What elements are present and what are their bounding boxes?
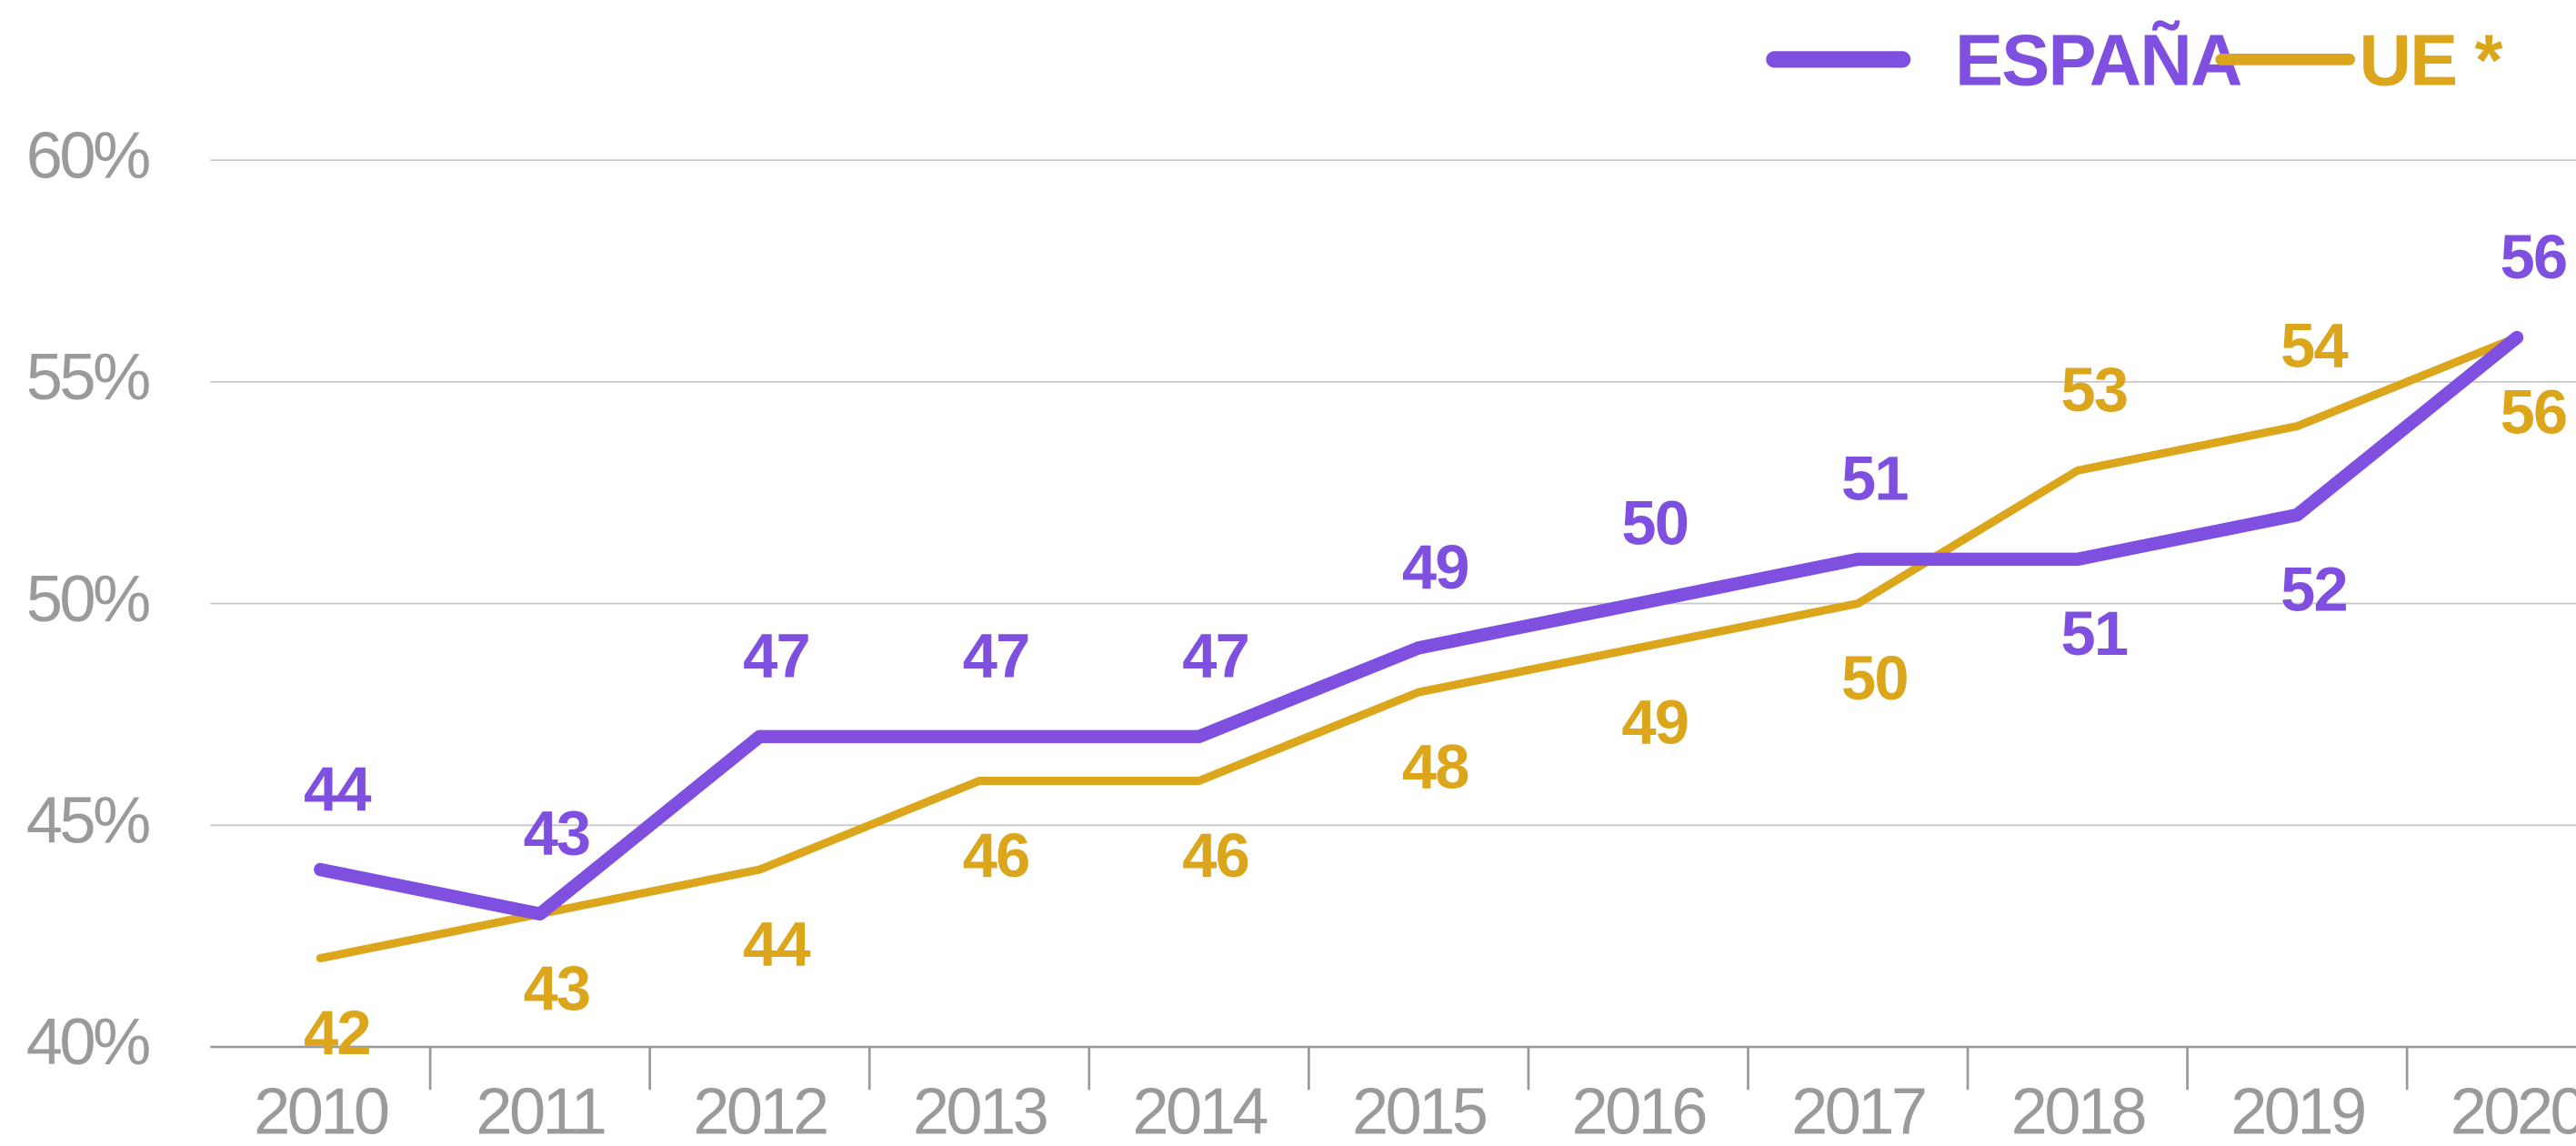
x-tick-label: 2013 xyxy=(913,1074,1047,1146)
data-label: 44 xyxy=(304,754,371,824)
series-line xyxy=(316,333,2521,963)
x-tick-label: 2012 xyxy=(693,1074,827,1146)
y-tick-label: 60% xyxy=(26,118,149,192)
legend-label: ESPAÑA xyxy=(1955,20,2241,101)
data-label: 51 xyxy=(2061,598,2128,668)
data-label: 47 xyxy=(963,620,1029,690)
y-tick-label: 40% xyxy=(26,1005,149,1079)
data-label: 44 xyxy=(743,909,810,979)
data-label: 49 xyxy=(1621,688,1688,758)
data-label: 43 xyxy=(524,953,590,1023)
data-label: 52 xyxy=(2280,554,2347,624)
data-label: 56 xyxy=(2501,377,2567,447)
data-label: 51 xyxy=(1841,443,1908,513)
data-label: 49 xyxy=(1402,532,1468,602)
data-label: 46 xyxy=(1182,820,1248,890)
data-label: 50 xyxy=(1841,643,1908,713)
x-tick-label: 2014 xyxy=(1132,1074,1268,1146)
data-label: 42 xyxy=(304,998,370,1068)
data-label: 47 xyxy=(1182,620,1248,690)
data-label: 47 xyxy=(743,620,809,690)
y-tick-label: 55% xyxy=(26,340,149,414)
data-label: 56 xyxy=(2501,222,2567,292)
x-tick-label: 2017 xyxy=(1791,1074,1925,1146)
y-tick-label: 45% xyxy=(26,783,149,857)
legend-label: UE * xyxy=(2360,20,2503,101)
data-label: 43 xyxy=(524,798,590,868)
x-tick-label: 2018 xyxy=(2011,1074,2146,1146)
y-tick-label: 50% xyxy=(26,562,149,636)
x-tick-label: 2010 xyxy=(254,1074,388,1146)
series-line xyxy=(314,330,2524,921)
data-label: 53 xyxy=(2061,355,2128,425)
x-tick-label: 2015 xyxy=(1352,1074,1487,1146)
x-tick-label: 2016 xyxy=(1572,1074,1707,1146)
data-label: 54 xyxy=(2280,310,2348,380)
data-label: 46 xyxy=(963,820,1029,890)
data-label: 50 xyxy=(1621,488,1688,558)
x-tick-label: 2011 xyxy=(476,1074,604,1146)
data-label: 48 xyxy=(1402,731,1468,801)
x-tick-label: 2019 xyxy=(2230,1074,2364,1146)
x-tick-label: 2020 xyxy=(2451,1074,2576,1146)
